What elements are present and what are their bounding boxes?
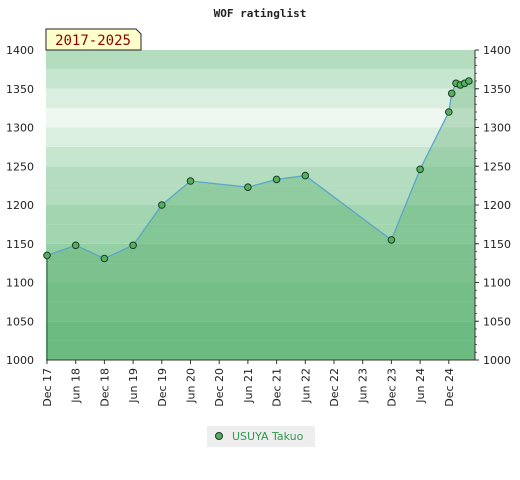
data-point[interactable] bbox=[465, 77, 473, 85]
data-point[interactable] bbox=[416, 165, 424, 174]
data-point[interactable] bbox=[186, 177, 195, 185]
background-band bbox=[46, 127, 475, 147]
data-point[interactable] bbox=[272, 175, 281, 184]
background-band bbox=[46, 69, 475, 89]
period-label: 2017-2025 bbox=[55, 33, 131, 49]
y-tick-label-right: 1350 bbox=[483, 83, 511, 96]
y-tick-label-left: 1250 bbox=[6, 160, 34, 173]
x-tick-label: Jun 23 bbox=[357, 368, 370, 404]
y-tick-label-left: 1300 bbox=[6, 122, 34, 135]
x-tick-label: Jun 20 bbox=[185, 368, 198, 404]
background-band bbox=[46, 263, 475, 283]
background-band bbox=[46, 321, 475, 341]
background-band bbox=[46, 205, 475, 225]
data-point[interactable] bbox=[445, 108, 453, 116]
series-area bbox=[47, 81, 475, 360]
x-tick-label: Dec 17 bbox=[41, 368, 54, 407]
data-point[interactable] bbox=[244, 183, 252, 191]
period-badge: 2017-2025 bbox=[45, 28, 142, 51]
background-band bbox=[46, 340, 475, 360]
background-band bbox=[46, 50, 475, 70]
x-tick-label: Dec 23 bbox=[385, 368, 398, 407]
x-tick-label: Dec 24 bbox=[443, 368, 456, 407]
legend-box bbox=[207, 426, 315, 447]
y-tick-label-right: 1000 bbox=[483, 354, 511, 367]
y-tick-label-right: 1100 bbox=[483, 277, 511, 290]
y-tick-label-left: 1150 bbox=[6, 238, 34, 251]
data-point[interactable] bbox=[129, 241, 137, 250]
legend-series-name: USUYA Takuo bbox=[232, 430, 304, 443]
chart-title: WOF ratinglist bbox=[214, 7, 307, 20]
x-tick-label: Jun 21 bbox=[242, 368, 255, 404]
data-point[interactable] bbox=[71, 241, 80, 250]
x-tick-label: Dec 18 bbox=[98, 368, 111, 407]
y-axis-left: 1000 1050 1100 1150 1200 1250 1300 1350 1400 bbox=[6, 44, 34, 367]
legend[interactable]: USUYA Takuo bbox=[207, 426, 315, 447]
y-tick-label-right: 1150 bbox=[483, 238, 511, 251]
x-tick-label: Dec 20 bbox=[213, 368, 226, 407]
background-band bbox=[46, 224, 475, 244]
y-tick-label-right: 1300 bbox=[483, 122, 511, 135]
y-tick-label-right: 1250 bbox=[483, 160, 511, 173]
data-point[interactable] bbox=[301, 171, 310, 180]
data-point[interactable] bbox=[447, 89, 456, 98]
y-tick-label-right: 1050 bbox=[483, 315, 511, 328]
x-tick-label: Jun 19 bbox=[127, 368, 140, 404]
x-tick-label: Jun 24 bbox=[414, 368, 427, 404]
background-band bbox=[46, 185, 475, 205]
background-band bbox=[46, 88, 475, 109]
y-tick-label-right: 1400 bbox=[483, 44, 511, 57]
series-markers bbox=[43, 77, 473, 263]
background-band bbox=[46, 282, 475, 302]
x-axis: Dec 17 Jun 18 Dec 18 Jun 19 Dec 19 Jun 20 Dec … bbox=[41, 359, 475, 407]
x-tick-label: Dec 21 bbox=[271, 368, 284, 407]
y-tick-label-right: 1200 bbox=[483, 199, 511, 212]
data-point[interactable] bbox=[100, 254, 109, 263]
data-point[interactable] bbox=[387, 236, 396, 244]
x-tick-label: Jun 18 bbox=[70, 368, 83, 404]
y-tick-label-left: 1100 bbox=[6, 277, 34, 290]
y-tick-label-left: 1050 bbox=[6, 315, 34, 328]
y-tick-label-left: 1400 bbox=[6, 44, 34, 57]
y-tick-label-left: 1350 bbox=[6, 83, 34, 96]
x-tick-label: Dec 22 bbox=[328, 368, 341, 407]
background-band bbox=[46, 108, 475, 128]
data-point[interactable] bbox=[158, 201, 166, 209]
background-band bbox=[46, 146, 475, 167]
y-axis-right: 1000 1050 1100 1150 1200 1250 1300 1350 1400 bbox=[474, 44, 511, 367]
data-point[interactable] bbox=[43, 251, 51, 260]
background-band bbox=[46, 243, 475, 264]
background-band bbox=[46, 301, 475, 322]
legend-marker-icon bbox=[215, 432, 223, 440]
x-tick-label: Jun 22 bbox=[299, 368, 312, 404]
background-band bbox=[46, 166, 475, 186]
y-tick-label-left: 1000 bbox=[6, 354, 34, 367]
background-bands bbox=[46, 50, 475, 360]
x-tick-label: Dec 19 bbox=[156, 368, 169, 407]
y-tick-label-left: 1200 bbox=[6, 199, 34, 212]
